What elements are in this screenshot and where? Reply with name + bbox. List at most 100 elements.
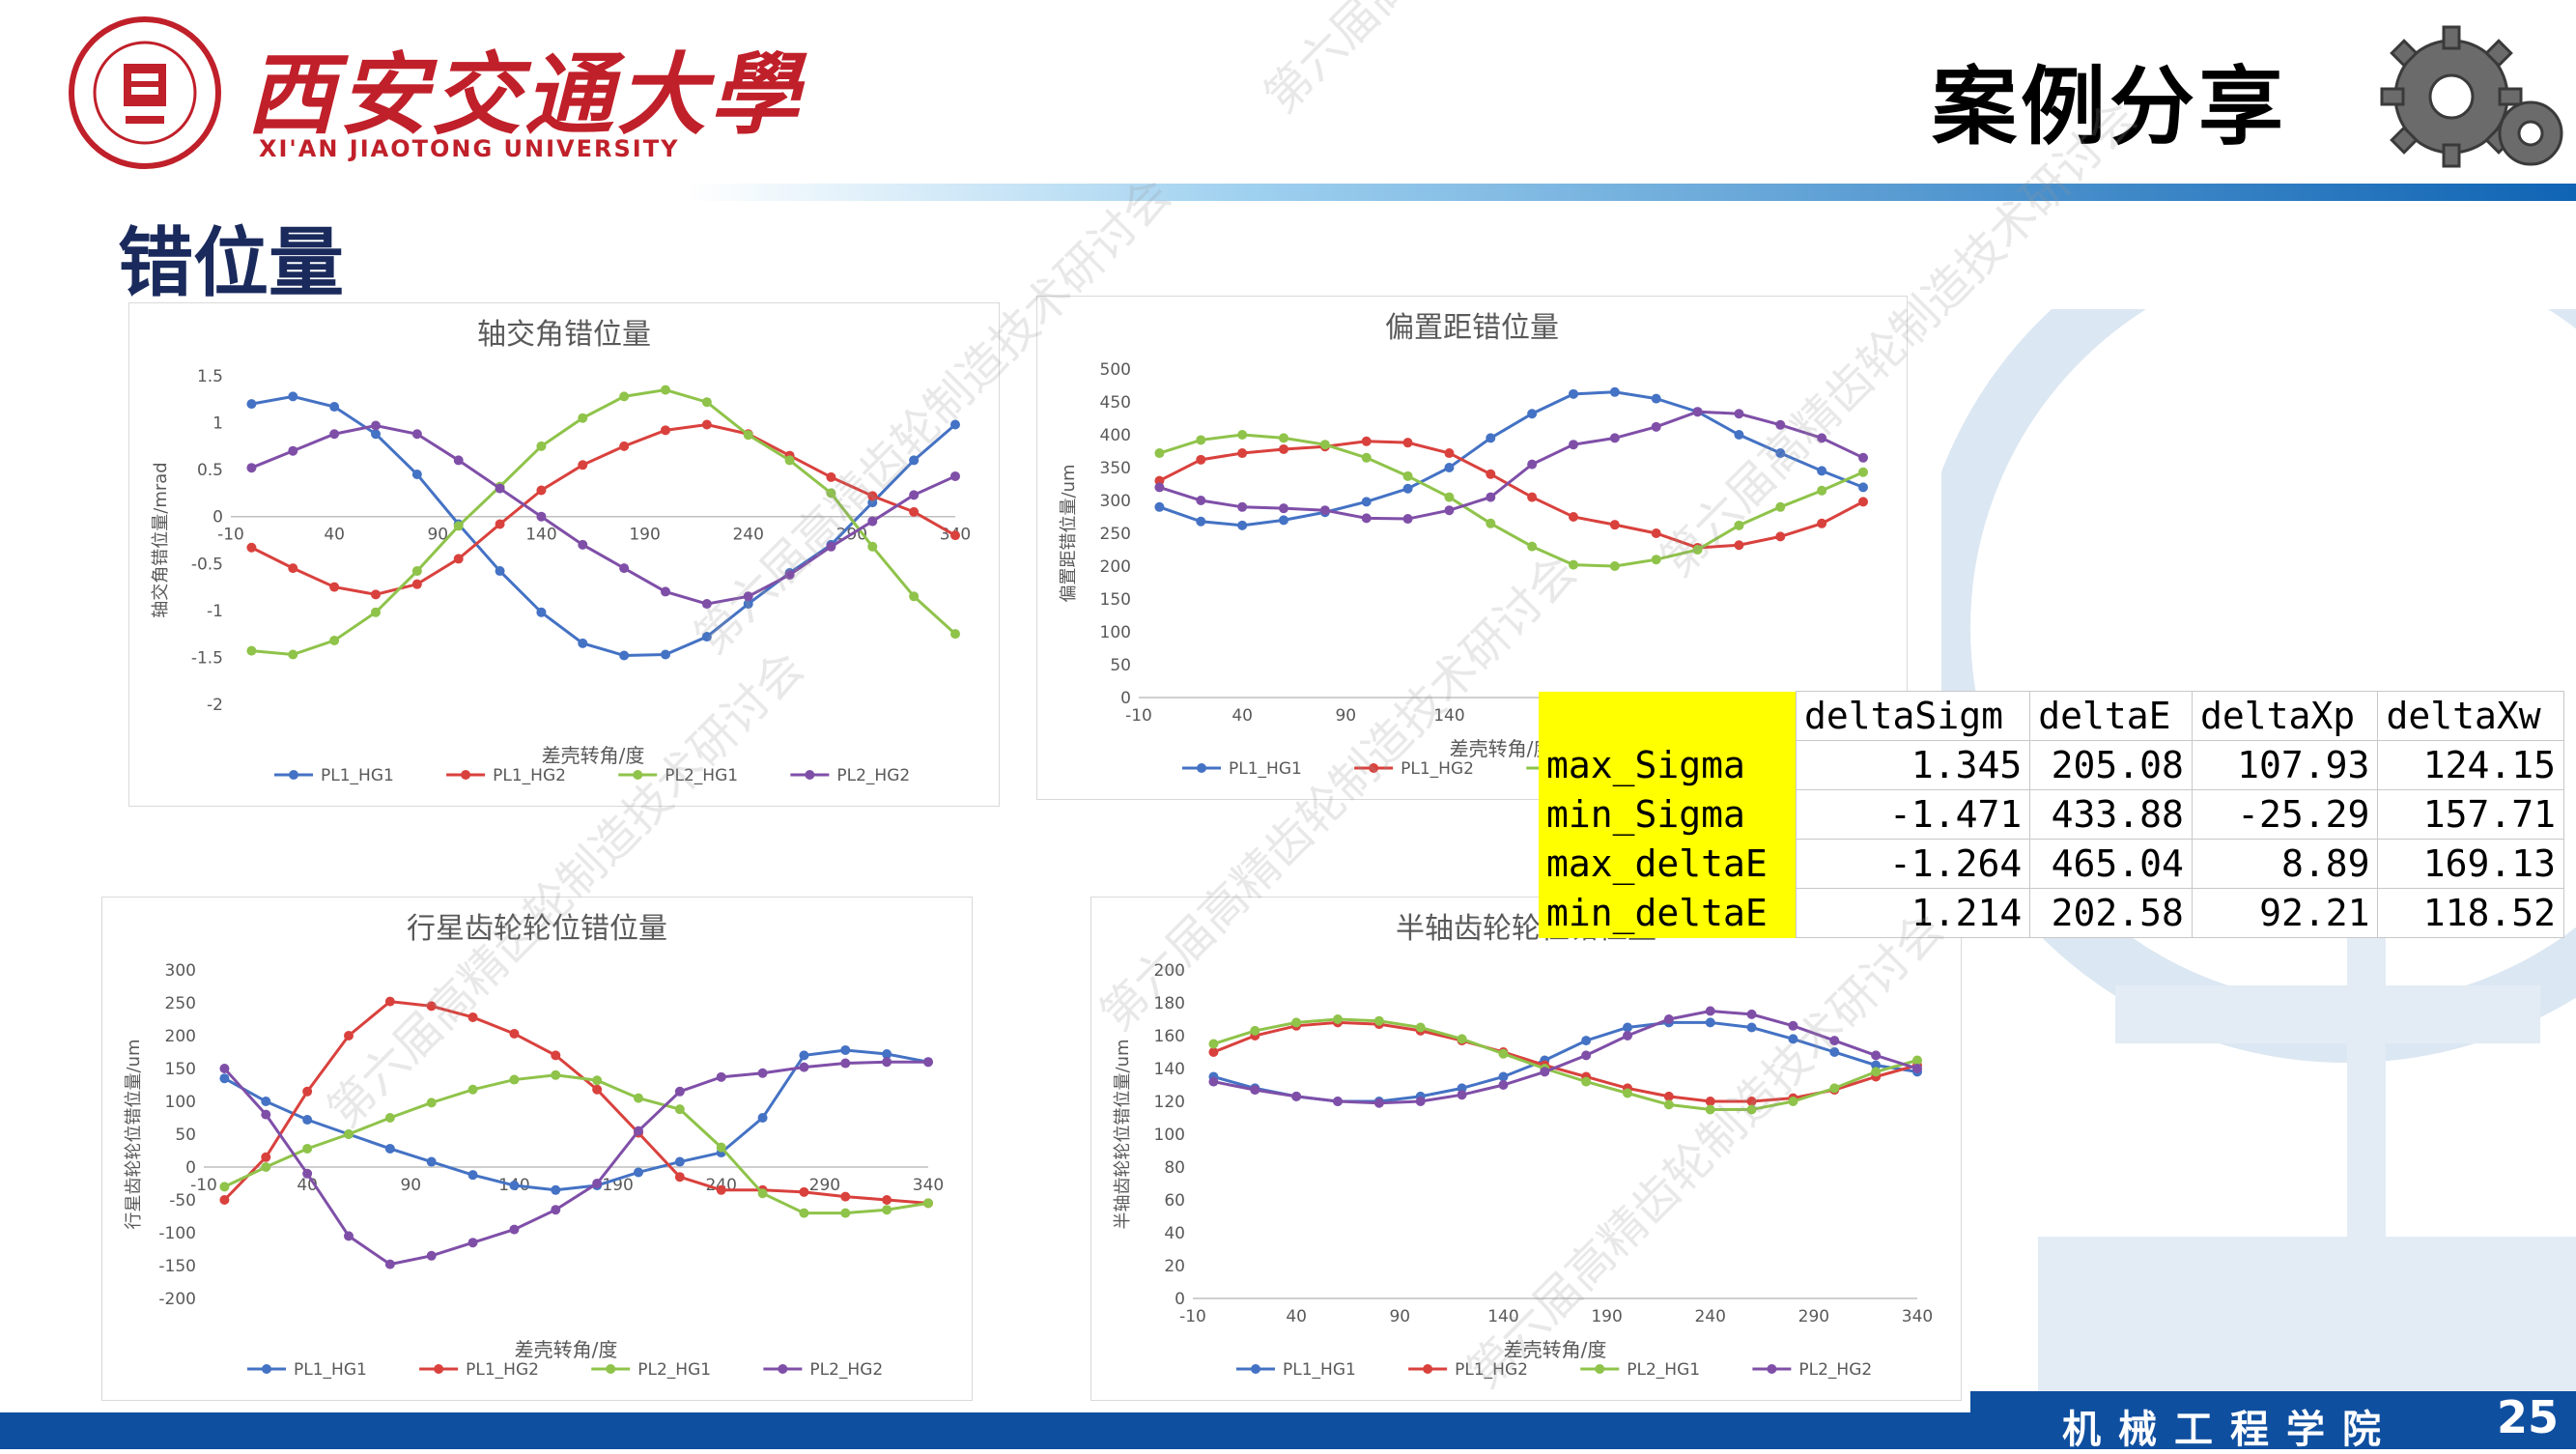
data-point	[661, 586, 670, 597]
x-tick-label: 140	[1433, 706, 1464, 726]
data-point	[592, 1075, 603, 1086]
data-point	[701, 419, 712, 430]
data-point	[1250, 1025, 1260, 1036]
data-point	[1291, 1017, 1302, 1028]
data-point	[1788, 1020, 1798, 1031]
y-tick-label: 300	[1100, 492, 1131, 511]
table-corner-cell	[1539, 691, 1797, 741]
legend-marker	[1767, 1364, 1777, 1374]
data-point	[1279, 503, 1288, 514]
data-point	[1319, 505, 1330, 516]
table-cell: 1.345	[1796, 740, 2031, 790]
data-point	[411, 566, 422, 577]
y-tick-label: -1.5	[191, 648, 223, 668]
data-point	[329, 429, 340, 440]
data-point	[1527, 541, 1538, 552]
data-point	[1775, 448, 1786, 459]
y-tick-label: -200	[158, 1290, 196, 1309]
data-point	[923, 1198, 933, 1209]
data-point	[1692, 407, 1703, 417]
data-point	[1775, 531, 1786, 542]
data-point	[1569, 388, 1578, 399]
data-point	[1527, 409, 1538, 419]
data-point	[1788, 1034, 1798, 1044]
y-axis-title: 半轴齿轮轮位错位量/um	[1113, 1039, 1133, 1229]
data-point	[840, 1058, 851, 1069]
data-point	[1237, 430, 1248, 440]
data-point	[1402, 514, 1413, 525]
data-point	[1651, 393, 1661, 404]
data-point	[1486, 433, 1496, 443]
watermark-text: 第六届高精齿轮制造技术研讨会	[1246, 0, 1753, 125]
data-point	[261, 1097, 271, 1106]
data-point	[453, 521, 464, 531]
data-point	[261, 1162, 271, 1172]
data-point	[1775, 419, 1786, 430]
data-point	[551, 1069, 561, 1080]
data-point	[1734, 540, 1744, 551]
data-point	[1788, 1097, 1798, 1106]
data-point	[1746, 1022, 1757, 1033]
data-point	[1858, 482, 1868, 493]
data-point	[1208, 1039, 1219, 1049]
data-point	[495, 483, 505, 494]
data-point	[495, 519, 505, 529]
chart-panel-side-gear: 半轴齿轮轮位错位量 200 180 160 140 120 100 80 60 40 20 0 -10 4…	[1090, 897, 1962, 1401]
data-point	[661, 425, 670, 436]
data-point	[1361, 513, 1372, 524]
data-point	[1858, 452, 1868, 463]
data-point	[1871, 1050, 1882, 1061]
data-point	[882, 1049, 892, 1060]
data-point	[551, 1205, 561, 1215]
data-point	[701, 599, 712, 610]
legend-label: PL2_HG1	[665, 766, 738, 785]
series-line-PL2_HG2	[250, 423, 956, 606]
legend-marker	[633, 770, 643, 780]
table-header-cell: deltaXw	[2377, 691, 2564, 741]
legend-marker	[262, 1364, 271, 1374]
x-tick-label: 40	[1231, 706, 1253, 726]
y-tick-label: 0	[212, 508, 223, 527]
data-point	[1333, 1097, 1343, 1106]
data-point	[1663, 1014, 1674, 1024]
data-point	[371, 429, 381, 440]
university-name-cn: 西安交通大學	[246, 43, 804, 147]
data-point	[716, 1071, 726, 1082]
data-point	[551, 1184, 561, 1195]
series-line-PL2_HG1	[223, 1073, 929, 1215]
data-point	[536, 485, 547, 496]
data-point	[757, 1113, 768, 1123]
data-point	[426, 1156, 437, 1167]
legend-marker	[778, 1364, 788, 1374]
data-point	[1444, 448, 1455, 459]
data-point	[384, 1143, 395, 1154]
data-point	[288, 649, 298, 660]
data-point	[757, 1068, 768, 1078]
data-point	[344, 1129, 354, 1139]
y-axis-title: 轴交角错位量/mrad	[151, 462, 171, 617]
data-point	[578, 460, 588, 470]
data-point	[344, 1231, 354, 1241]
x-tick-label: -10	[190, 1176, 217, 1195]
y-tick-label: 500	[1100, 360, 1131, 380]
table-cell: 202.58	[2029, 888, 2193, 938]
data-point	[1457, 1090, 1467, 1100]
data-point	[1498, 1048, 1509, 1059]
table-cell: 169.13	[2377, 839, 2564, 889]
data-point	[329, 402, 340, 413]
y-tick-label: 100	[165, 1093, 196, 1112]
data-point	[1609, 520, 1620, 530]
table-row-label: max_Sigma	[1539, 740, 1797, 790]
data-point	[509, 1028, 520, 1039]
legend-label: PL2_HG2	[836, 766, 910, 785]
y-tick-label: 200	[165, 1027, 196, 1046]
y-tick-label: 150	[165, 1060, 196, 1079]
data-point	[950, 470, 960, 481]
page-number: 25	[2497, 1391, 2560, 1443]
data-point	[743, 430, 753, 441]
data-point	[467, 1084, 478, 1095]
y-tick-label: -0.5	[191, 555, 223, 574]
data-point	[661, 649, 670, 660]
data-point	[1208, 1076, 1219, 1087]
